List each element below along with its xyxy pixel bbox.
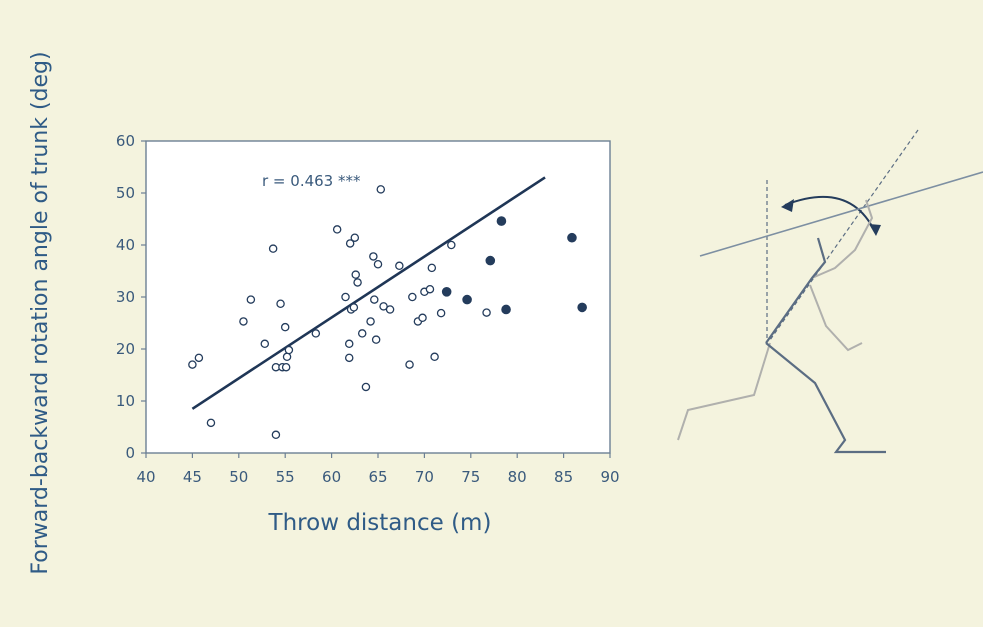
open-data-point [373, 259, 383, 269]
open-data-point [271, 430, 281, 440]
y-tick-label: 10 [116, 392, 135, 410]
open-data-point [284, 345, 294, 355]
x-axis-title: Throw distance (m) [268, 510, 492, 536]
y-tick-label: 50 [116, 184, 135, 202]
open-data-point [260, 339, 270, 349]
open-data-point [361, 382, 371, 392]
open-data-point [447, 240, 456, 250]
open-data-point [436, 308, 446, 318]
x-tick-label: 45 [183, 468, 202, 486]
y-tick-label: 30 [116, 288, 135, 306]
arrowhead-left [781, 199, 794, 212]
open-data-point [385, 305, 395, 314]
open-data-point [194, 353, 204, 363]
open-data-point [370, 295, 379, 304]
javelin [699, 171, 983, 257]
open-data-point [427, 263, 437, 273]
filled-data-point [496, 216, 507, 226]
open-data-point [239, 317, 248, 326]
rear-leg-light [677, 342, 771, 441]
filled-data-point [441, 287, 452, 297]
open-data-point [311, 329, 321, 338]
open-data-point [395, 261, 404, 271]
open-data-point [482, 308, 491, 317]
y-tick-label: 60 [116, 132, 135, 150]
axes: 40 45 50 55 60 65 70 75 80 85 90 0 10 20 30 40 50 60 [116, 132, 620, 486]
y-axis-title: Forward-backward rotation angle of trunk… [28, 51, 53, 574]
x-tick-label: 75 [461, 468, 480, 486]
x-tick-label: 60 [322, 468, 341, 486]
x-tick-label: 40 [136, 468, 155, 486]
open-data-point [341, 292, 350, 302]
x-tick-label: 85 [554, 468, 573, 486]
front-arm-light [809, 284, 863, 352]
open-data-point [280, 322, 290, 332]
front-leg-dark [765, 342, 886, 454]
open-data-point [353, 278, 362, 287]
plot-area [145, 140, 611, 454]
open-data-point [206, 418, 216, 428]
y-tick-label: 20 [116, 340, 135, 358]
filled-data-point [485, 255, 496, 266]
filled-data-point [577, 302, 587, 313]
correlation-annotation: r = 0.463 *** [262, 172, 361, 190]
x-tick-label: 65 [368, 468, 387, 486]
open-data-point [357, 329, 367, 338]
open-data-point [345, 239, 355, 248]
open-data-point [430, 352, 439, 362]
open-data-point [371, 335, 381, 344]
javelin-thrower-illustration [677, 129, 983, 454]
x-tick-label: 70 [415, 468, 434, 486]
open-data-point [351, 270, 360, 279]
open-data-point [366, 317, 375, 326]
filled-data-point [501, 304, 511, 315]
open-data-point [246, 295, 256, 304]
filled-data-point [567, 232, 577, 243]
open-data-point [376, 185, 386, 194]
x-tick-label: 50 [229, 468, 248, 486]
y-tick-label: 40 [116, 236, 135, 254]
open-data-point [268, 244, 278, 253]
open-data-point [408, 292, 417, 302]
open-data-point [344, 339, 354, 349]
open-data-point [379, 302, 388, 311]
trunk-dark [765, 237, 827, 344]
open-data-point [405, 360, 414, 369]
open-data-point [344, 353, 354, 363]
filled-data-point [462, 294, 472, 305]
regression-line [191, 176, 546, 410]
arrowhead-right [869, 224, 881, 236]
open-data-point [332, 225, 342, 234]
open-data-point [276, 299, 285, 309]
open-data-point [188, 360, 197, 369]
open-data-point [425, 284, 435, 294]
x-tick-label: 80 [508, 468, 527, 486]
x-tick-label: 90 [600, 468, 619, 486]
trunk-axis-dashed-line [769, 129, 919, 341]
open-data-point [282, 352, 292, 362]
data-marks [188, 176, 587, 440]
open-data-point [418, 313, 427, 323]
y-tick-label: 0 [125, 444, 135, 462]
open-data-point [281, 362, 291, 372]
open-data-point [350, 233, 360, 242]
open-data-point [369, 252, 378, 261]
rear-arm-light [811, 199, 874, 279]
open-data-point [349, 303, 359, 312]
x-tick-label: 55 [276, 468, 295, 486]
